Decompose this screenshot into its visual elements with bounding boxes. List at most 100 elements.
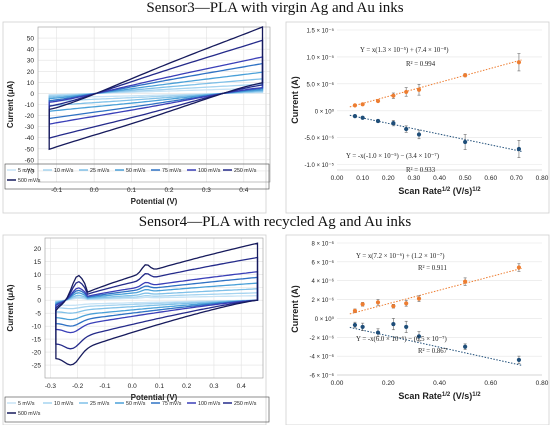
reg4-equation: Y = -x(6.0 × 10⁻⁶) − (6.5 × 10⁻⁷) (356, 336, 447, 343)
reg3-ytick-label: 5.0 × 10⁻⁶ (307, 81, 335, 88)
reg4-ytick-label: 8 × 10⁻⁶ (312, 241, 335, 248)
reg4-data-point (360, 324, 365, 330)
reg4-data-point (352, 322, 358, 328)
cv3-legend-label: 100 mV/s (198, 168, 221, 174)
reg4-ytick-label: 0 × 10⁰ (315, 316, 335, 323)
cv4-xlabel: Potential (V) (131, 393, 178, 402)
cv3-ytick-label: 0 (30, 91, 34, 98)
reg3-trendline (349, 59, 522, 108)
cv3-ytick-label: -20 (25, 113, 35, 120)
cv3-ytick-label: -30 (25, 124, 35, 131)
reg3-data-point (416, 87, 422, 92)
reg3-frame (285, 21, 550, 214)
reg3-ytick-label: 0 × 10⁰ (315, 108, 335, 115)
reg4-data-point (352, 308, 358, 313)
cv3-xtick-label: 0.3 (202, 187, 211, 194)
cv3-series-line (48, 62, 264, 120)
reg4-trendline (349, 267, 522, 315)
reg3-data-point (391, 93, 396, 98)
cv4-legend-label: 75 mV/s (162, 401, 182, 407)
cv3-ytick-label: -60 (25, 157, 35, 164)
reg3-equation: Y = -x(-1.0 × 10⁻⁵) − (3.4 × 10⁻⁷) (346, 153, 439, 160)
reg3-data-point (516, 146, 522, 152)
reg3-data-point (375, 98, 381, 104)
reg4-data-point (360, 302, 365, 307)
cv4-series-line (55, 242, 259, 366)
cv3-xtick-label: 0.2 (164, 187, 173, 194)
cv4-legend-label: 10 mV/s (54, 401, 74, 407)
reg3-data-point (352, 103, 358, 108)
cv4-ytick-label: -20 (32, 350, 42, 357)
reg3-data-point (360, 102, 365, 107)
reg4-r-squared: R² = 0.911 (418, 265, 447, 272)
cv4-xtick-label: -0.2 (72, 383, 84, 390)
cv3-legend-label: 500 mV/s (18, 178, 41, 184)
cv4-ytick-label: 15 (34, 259, 42, 266)
reg3-xtick-label: 0.40 (433, 175, 446, 182)
reg3-data-point (416, 132, 422, 137)
reg4-data-point (404, 301, 409, 306)
cv4-legend-box (4, 396, 270, 423)
reg3-ytick-label: -5.0 × 10⁻⁶ (305, 135, 335, 142)
reg4-ytick-label: -4 × 10⁻⁶ (310, 354, 335, 361)
cv3-series-line (48, 71, 264, 113)
cv3-legend-box (4, 163, 270, 190)
cv3-series-line (48, 26, 264, 151)
reg3-xtick-label: 0.50 (459, 175, 472, 182)
reg4-ylabel: Current (A) (290, 285, 300, 333)
reg3-xtick-label: 0.10 (356, 175, 369, 182)
reg3-xtick-label: 0.80 (536, 175, 549, 182)
reg4-r-squared: R² = 0.867 (418, 348, 448, 355)
reg3-xtick-label: 0.70 (510, 175, 523, 182)
reg3-data-point (375, 118, 381, 124)
cv3-legend-label: 5 mV/s (18, 168, 35, 174)
reg4-ytick-label: -6 × 10⁻⁶ (310, 373, 335, 380)
cv4-legend-label: 500 mV/s (18, 411, 41, 417)
reg3-data-point (516, 60, 522, 65)
reg4-ytick-label: 4 × 10⁻⁶ (312, 278, 335, 285)
cv4-frame (2, 234, 267, 425)
reg4-data-point (416, 334, 422, 339)
reg3-ytick-label: 1.0 × 10⁻⁵ (306, 54, 334, 61)
reg4-xtick-label: 0.40 (433, 380, 446, 387)
reg4-data-point (391, 304, 396, 309)
reg3-data-point (404, 89, 409, 95)
reg3-data-point (463, 73, 468, 78)
reg3-ylabel: Current (A) (290, 76, 300, 124)
cv4-ytick-label: 5 (37, 285, 41, 292)
cv4-xtick-label: 0.2 (182, 383, 191, 390)
cv3-series-line (48, 78, 264, 107)
cv3-legend-label: 50 mV/s (126, 168, 146, 174)
cv4-xtick-label: -0.3 (45, 383, 57, 390)
reg4-xtick-label: 0.60 (484, 380, 497, 387)
reg3-xtick-label: 0.60 (484, 175, 497, 182)
cv3-ytick-label: -10 (25, 102, 35, 109)
cv3-ytick-label: -40 (25, 135, 35, 142)
cv3-ytick-label: -50 (25, 146, 35, 153)
reg3-data-point (360, 115, 365, 120)
reg4-ytick-label: -2 × 10⁻⁶ (310, 335, 335, 342)
cv3-series-line (48, 39, 264, 139)
cv3-legend-label: 250 mV/s (234, 168, 257, 174)
cv3-ytick-label: 10 (27, 80, 35, 87)
reg4-data-point (416, 296, 422, 301)
reg3-ytick-label: -1.0 × 10⁻⁵ (304, 162, 334, 169)
cv4-legend-label: 25 mV/s (90, 401, 110, 407)
reg4-xtick-label: 0.20 (382, 380, 395, 387)
cv4-ytick-label: -5 (35, 311, 41, 318)
cv4-ytick-label: 0 (37, 298, 41, 305)
reg4-equation: Y = x(7.2 × 10⁻⁶) + (1.2 × 10⁻⁷) (356, 253, 445, 260)
cv4-xtick-label: 0.4 (237, 383, 246, 390)
cv4-legend-label: 5 mV/s (18, 401, 35, 407)
cv4-ytick-label: -15 (32, 337, 42, 344)
cv3-ytick-label: 40 (27, 47, 35, 54)
reg4-data-point (516, 265, 522, 270)
cv4-legend-label: 50 mV/s (126, 401, 146, 407)
reg4-xtick-label: 0.80 (536, 380, 549, 387)
reg4-ytick-label: 2 × 10⁻⁶ (312, 297, 335, 304)
reg4-xlabel: Scan Rate1/2 (V/s)1/2 (398, 391, 481, 401)
reg4-data-point (375, 330, 381, 335)
cv4-ytick-label: -10 (32, 324, 42, 331)
cv4-xtick-label: 0.1 (155, 383, 164, 390)
